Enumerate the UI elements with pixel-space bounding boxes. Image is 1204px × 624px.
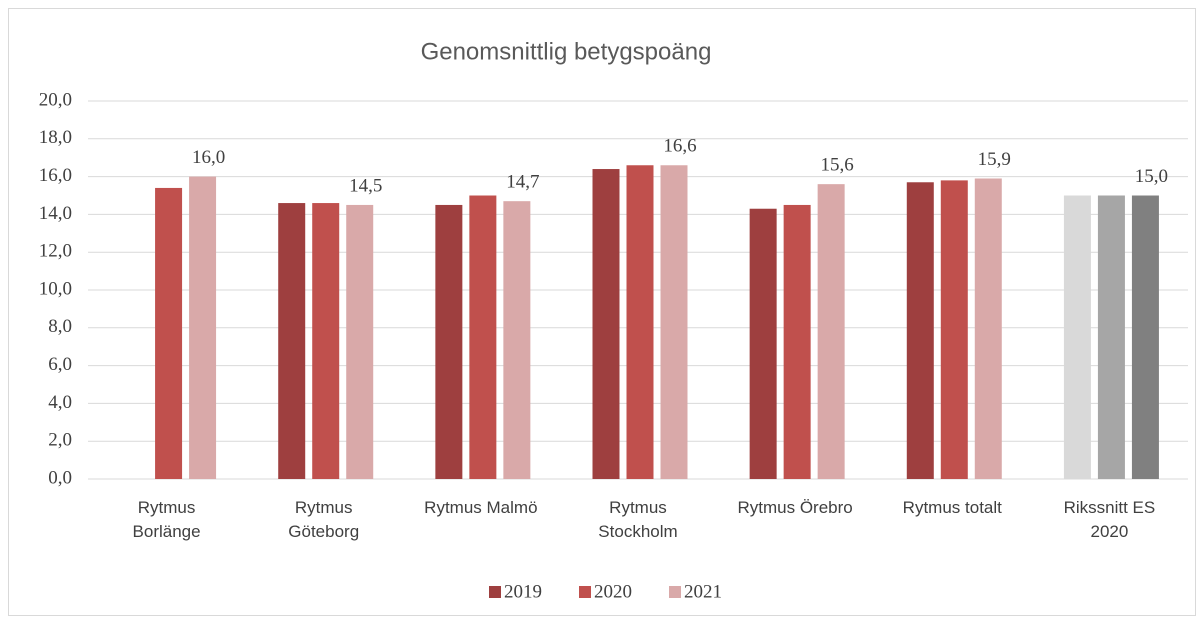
- x-tick-label: Rytmus Borlänge: [132, 498, 201, 541]
- x-tick-label: Rytmus Malmö: [424, 498, 538, 517]
- y-tick-label: 14,0: [39, 203, 72, 224]
- bar: [626, 165, 654, 479]
- legend-label: 2021: [684, 581, 722, 602]
- y-tick-label: 10,0: [39, 278, 72, 299]
- x-tick-label: Rytmus totalt: [902, 498, 1002, 517]
- y-tick-label: 20,0: [39, 89, 72, 110]
- legend-label: 2020: [594, 581, 632, 602]
- data-label: 16,6: [663, 136, 696, 157]
- bar: [155, 187, 183, 479]
- bar: [312, 203, 340, 479]
- legend-swatch: [669, 586, 681, 598]
- data-label: 14,5: [349, 175, 382, 196]
- legend-label: 2019: [504, 581, 542, 602]
- y-tick-label: 8,0: [48, 316, 72, 337]
- bar: [1131, 195, 1159, 479]
- x-tick-label: Rikssnitt ES 2020: [1063, 498, 1156, 541]
- y-tick-label: 0,0: [48, 467, 72, 488]
- y-tick-label: 4,0: [48, 392, 72, 413]
- y-tick-label: 12,0: [39, 241, 72, 262]
- x-tick-label: Rytmus Göteborg: [288, 498, 360, 541]
- data-label: 15,9: [978, 149, 1011, 170]
- bar: [1097, 195, 1125, 479]
- bar: [660, 165, 688, 479]
- bar: [592, 169, 620, 480]
- bar: [974, 178, 1002, 480]
- bar: [503, 201, 531, 480]
- bar: [817, 184, 845, 479]
- data-label: 14,7: [506, 172, 539, 193]
- bar: [346, 204, 374, 479]
- data-label: 16,0: [192, 147, 225, 168]
- legend-swatch: [579, 586, 591, 598]
- bar: [749, 208, 777, 480]
- bar: [469, 195, 497, 479]
- y-tick-label: 6,0: [48, 354, 72, 375]
- bar: [189, 176, 217, 479]
- bar: [1063, 195, 1091, 479]
- x-tick-label: Rytmus Stockholm: [598, 498, 678, 541]
- y-tick-label: 16,0: [39, 165, 72, 186]
- bar: [435, 204, 463, 479]
- y-tick-label: 2,0: [48, 430, 72, 451]
- bar: [906, 182, 934, 479]
- data-label: 15,6: [821, 155, 854, 176]
- legend-swatch: [489, 586, 501, 598]
- bar: [278, 203, 306, 479]
- chart-title: Genomsnittlig betygspoäng: [421, 38, 712, 65]
- x-tick-label: Rytmus Örebro: [737, 498, 853, 517]
- bar: [940, 180, 968, 479]
- y-tick-label: 18,0: [39, 127, 72, 148]
- bar: [783, 204, 811, 479]
- data-label: 15,0: [1135, 166, 1168, 187]
